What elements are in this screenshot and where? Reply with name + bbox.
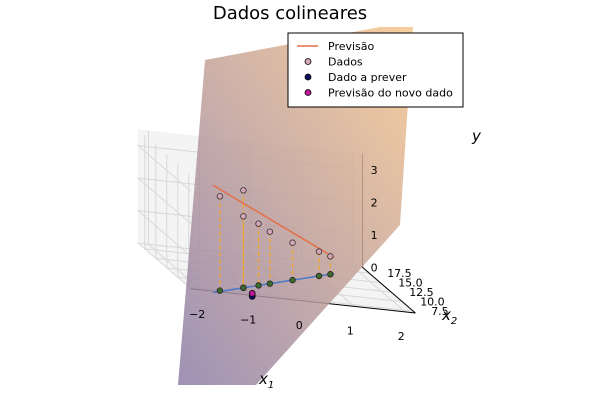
data-point	[255, 220, 262, 227]
previsao-line	[212, 184, 335, 259]
x1-tick-label: 0	[296, 319, 303, 332]
legend-label: Dados	[328, 56, 363, 69]
y-axis-label: y	[471, 127, 482, 145]
legend-swatch-marker	[304, 89, 312, 96]
tick-labels: −2 −1 0 1 2 7.510.012.515.017.5 0 1 2 3	[189, 164, 449, 343]
legend-label: Previsão do novo dado	[328, 87, 453, 100]
drop-lines	[219, 190, 331, 291]
x2-tick-label: 10.0	[420, 296, 445, 309]
chart-title: Dados colineares	[213, 3, 367, 24]
data-point	[327, 253, 334, 260]
x2-tick-label: 15.0	[398, 277, 423, 290]
data-point	[289, 239, 296, 246]
data-point	[216, 193, 224, 200]
data-points	[216, 187, 334, 300]
x1-axis-label: x1	[258, 370, 274, 391]
x2-tick-label: 12.5	[409, 286, 434, 299]
regression-plane	[178, 27, 413, 385]
legend-swatch-marker	[304, 58, 312, 65]
legend-swatch-marker	[304, 73, 312, 81]
prediction-lines	[212, 184, 335, 294]
data-point-floor	[327, 271, 334, 278]
data-point	[266, 228, 274, 235]
data-point	[240, 213, 247, 220]
data-point	[240, 187, 247, 194]
y-tick-label: 1	[371, 229, 378, 242]
data-point-floor	[289, 276, 296, 284]
data-point-floor	[255, 282, 262, 289]
data-point-floor	[216, 287, 224, 294]
y-tick-label: 2	[371, 196, 378, 209]
x1-tick-label: 2	[398, 330, 405, 343]
x2-axis-label: x2	[441, 306, 457, 327]
y-tick-label: 0	[371, 261, 378, 274]
y-tick-label: 3	[371, 164, 378, 177]
data-point-floor	[266, 280, 274, 287]
x2-axis-line	[362, 267, 416, 314]
x1-tick-label: −1	[240, 313, 256, 326]
data-point-floor	[315, 272, 323, 280]
x2-tick-label: 17.5	[387, 267, 412, 280]
x1-tick-label: −2	[189, 308, 205, 321]
data-point	[315, 248, 323, 255]
floor-projection-line	[213, 272, 335, 294]
x1-tick-label: 1	[347, 324, 354, 337]
data-point-floor	[240, 284, 247, 291]
x2-tick-label: 7.5	[431, 305, 449, 318]
previsao-novo-dado-point	[248, 289, 256, 297]
legend-label: Dado a prever	[328, 71, 407, 84]
legend-label: Previsão	[328, 40, 375, 53]
legend: Previsão Dados Dado a prever Previsão do no…	[287, 32, 464, 108]
